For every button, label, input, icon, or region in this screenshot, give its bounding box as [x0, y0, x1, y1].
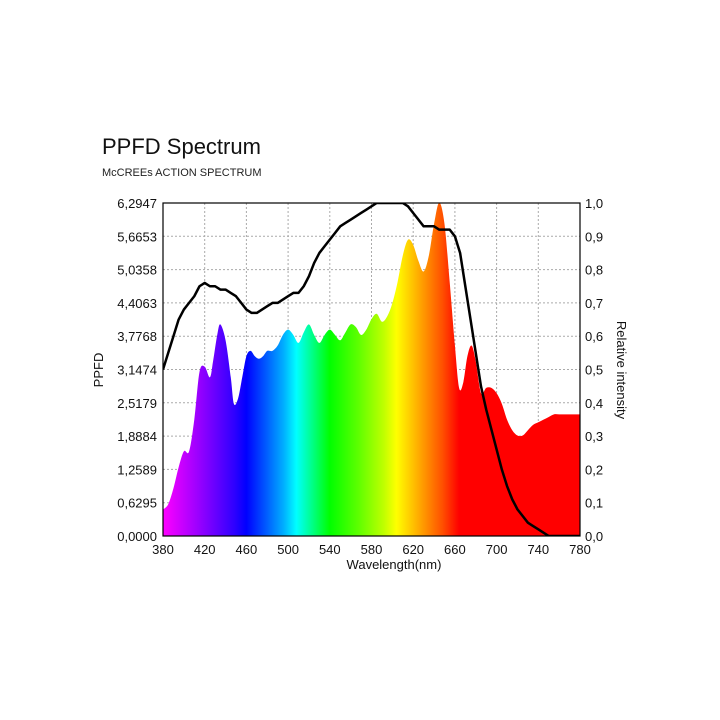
x-tick-label: 540	[319, 542, 341, 557]
x-tick-label: 740	[527, 542, 549, 557]
y-tick-label: 3,1474	[117, 363, 157, 378]
y-axis-label: PPFD	[91, 353, 106, 388]
y2-tick-label: 0,6	[585, 329, 603, 344]
x-tick-label: 700	[486, 542, 508, 557]
y2-tick-label: 0,9	[585, 229, 603, 244]
y-tick-label: 6,2947	[117, 196, 157, 211]
plot-frame	[162, 202, 581, 537]
x-tick-label: 580	[361, 542, 383, 557]
y-tick-label: 4,4063	[117, 296, 157, 311]
x-tick-label: 460	[236, 542, 258, 557]
chart-subtitle: McCREEs ACTION SPECTRUM	[102, 167, 262, 179]
y2-tick-label: 0,1	[585, 496, 603, 511]
x-tick-label: 660	[444, 542, 466, 557]
x-tick-label: 500	[277, 542, 299, 557]
y-tick-label: 2,5179	[117, 396, 157, 411]
y-tick-label: 5,0358	[117, 263, 157, 278]
spectrum-area-layer	[163, 203, 580, 536]
x-tick-label: 420	[194, 542, 216, 557]
mccree-action-spectrum-line	[163, 203, 580, 536]
y-tick-label: 1,2589	[117, 462, 157, 477]
action-spectrum-line-layer	[163, 203, 580, 536]
y2-tick-label: 1,0	[585, 196, 603, 211]
ppfd-spectrum-area	[163, 203, 580, 536]
y2-tick-label: 0,3	[585, 429, 603, 444]
y2-tick-label: 0,0	[585, 529, 603, 544]
y-tick-label: 0,6295	[117, 496, 157, 511]
y-tick-label: 0,0000	[117, 529, 157, 544]
y-tick-label: 1,8884	[117, 429, 157, 444]
x-tick-label: 380	[152, 542, 174, 557]
y2-axis-label: Relative intensity	[614, 321, 629, 420]
y-tick-label: 3,7768	[117, 329, 157, 344]
y2-tick-label: 0,4	[585, 396, 603, 411]
x-tick-label: 620	[402, 542, 424, 557]
y2-tick-label: 0,5	[585, 363, 603, 378]
y-tick-label: 5,6653	[117, 229, 157, 244]
x-tick-label: 780	[569, 542, 591, 557]
y2-tick-label: 0,8	[585, 263, 603, 278]
plot-border	[162, 202, 581, 537]
x-axis-label: Wavelength(nm)	[347, 557, 442, 572]
y2-tick-label: 0,7	[585, 296, 603, 311]
chart-title: PPFD Spectrum	[102, 134, 261, 159]
y2-tick-label: 0,2	[585, 462, 603, 477]
tick-labels: 380 420 460 500 540 580 620 660 700 740 780 0,0000 0…	[117, 196, 603, 557]
